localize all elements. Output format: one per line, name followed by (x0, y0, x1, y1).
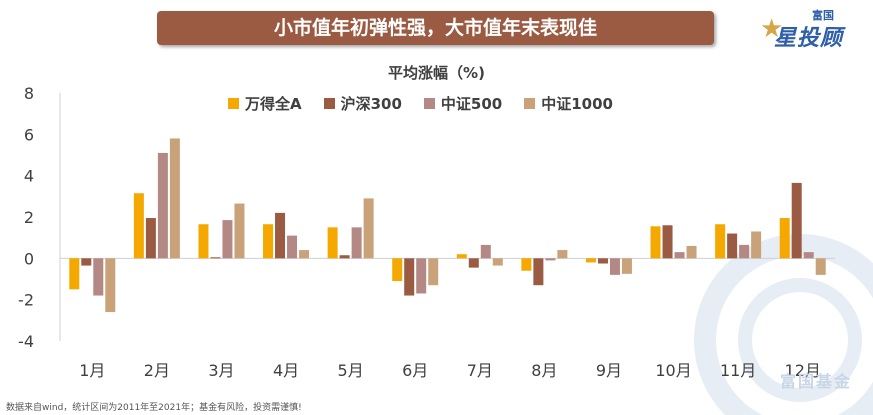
title-banner: 小市值年初弹性强，大市值年末表现佳 (157, 11, 714, 45)
legend-label: 中证1000 (541, 95, 613, 113)
bar-1-2 (133, 193, 144, 259)
x-tick-label: 4月 (273, 361, 299, 380)
bar-4-2 (169, 138, 180, 259)
legend-label: 万得全A (245, 95, 302, 113)
logo-small-text: 富国 (812, 9, 834, 22)
bar-4-6 (428, 258, 439, 286)
bar-1-10 (650, 226, 661, 259)
bar-1-8 (521, 258, 532, 271)
bar-3-3 (222, 220, 233, 259)
bar-2-9 (597, 258, 608, 264)
y-tick-label: 8 (24, 84, 34, 103)
bar-4-9 (621, 258, 632, 274)
bar-4-7 (492, 258, 503, 266)
bar-4-3 (234, 203, 245, 259)
bar-1-7 (456, 254, 467, 259)
chart-legend: 万得全A 沪深300 中证500 中证1000 (228, 93, 613, 114)
legend-swatch (228, 98, 239, 109)
bar-1-3 (198, 224, 209, 259)
x-tick-label: 1月 (79, 361, 105, 380)
legend-swatch (323, 98, 335, 109)
legend-item: 沪深300 (323, 93, 402, 114)
legend-item: 万得全A (228, 93, 302, 114)
bar-3-6 (416, 258, 427, 294)
bar-3-1 (93, 258, 104, 296)
y-tick-label: 0 (24, 249, 34, 268)
watermark-text: 富国基金 (780, 372, 853, 391)
bar-4-11 (751, 231, 762, 259)
bar-4-12 (815, 258, 826, 275)
x-tick-label: 7月 (467, 361, 493, 380)
bar-1-1 (69, 258, 80, 290)
bar-4-8 (557, 250, 568, 259)
bar-3-8 (545, 258, 556, 261)
bar-3-7 (480, 244, 491, 259)
legend-swatch (524, 98, 536, 109)
y-tick-label: 2 (24, 208, 34, 227)
bar-1-6 (392, 258, 403, 282)
bar-2-10 (662, 225, 673, 259)
legend-label: 中证500 (440, 95, 503, 113)
bar-3-9 (609, 258, 620, 275)
legend-item: 中证500 (423, 93, 503, 114)
bar-2-5 (339, 255, 350, 259)
x-tick-label: 6月 (402, 361, 428, 380)
footnote: 数据来自wind，统计区间为2011年至2021年；基金有风险，投资需谨慎! (6, 403, 302, 413)
bar-4-1 (105, 258, 116, 313)
bar-3-4 (287, 235, 298, 259)
x-tick-label: 12月 (785, 361, 821, 380)
bar-2-7 (468, 258, 479, 268)
x-tick-label: 2月 (144, 361, 170, 380)
bar-1-11 (715, 224, 726, 259)
x-tick-label: 5月 (338, 361, 364, 380)
legend-label: 沪深300 (340, 95, 402, 113)
bar-2-11 (727, 233, 738, 259)
bar-4-10 (686, 245, 697, 259)
y-tick-label: 4 (24, 167, 34, 186)
x-tick-label: 3月 (208, 361, 234, 380)
chart-title: 平均涨幅（%) (388, 64, 485, 82)
bar-2-8 (533, 258, 544, 286)
bar-2-4 (275, 212, 286, 259)
legend-item: 中证1000 (524, 93, 613, 114)
bar-1-9 (585, 258, 596, 263)
x-tick-label: 8月 (531, 361, 557, 380)
bar-1-4 (263, 224, 274, 259)
bar-3-11 (739, 244, 750, 259)
bar-3-2 (157, 152, 168, 259)
bar-1-12 (779, 218, 790, 259)
bar-2-12 (791, 182, 802, 259)
bar-4-5 (363, 198, 374, 259)
x-tick-label: 9月 (596, 361, 622, 380)
x-tick-label: 11月 (720, 361, 756, 380)
logo-text: 星投顾 (774, 26, 844, 51)
bar-4-4 (299, 250, 310, 259)
bar-3-10 (674, 252, 685, 259)
x-tick-label: 10月 (655, 361, 691, 380)
bar-3-12 (803, 252, 814, 259)
bar-1-5 (327, 227, 338, 259)
bar-2-6 (404, 258, 415, 296)
y-tick-label: -4 (18, 332, 34, 351)
bar-2-3 (210, 257, 221, 259)
star-icon: ★ (760, 14, 784, 44)
bar-3-5 (351, 227, 362, 259)
brand-logo: ★ 富国 星投顾 (760, 4, 870, 52)
legend-swatch (423, 98, 435, 109)
y-tick-label: -2 (18, 291, 34, 310)
bar-2-2 (145, 218, 156, 259)
bar-2-1 (81, 258, 92, 266)
y-tick-label: 6 (24, 125, 34, 144)
